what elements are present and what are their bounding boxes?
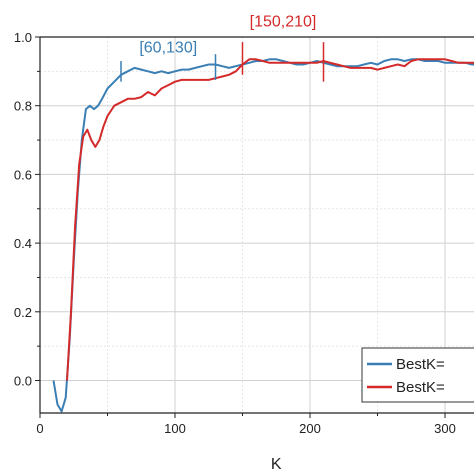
tick-labels: 0 100 200 300 0.0 0.2 0.4 0.6 0.8 1.0 <box>14 30 456 436</box>
annotation-label: [60,130] <box>139 39 197 56</box>
x-axis-label: K <box>271 456 282 473</box>
x-tick-label: 0 <box>36 421 43 436</box>
legend-label: BestK= <box>396 379 445 396</box>
x-tick-label: 100 <box>164 421 186 436</box>
series-lines <box>52 58 474 413</box>
legend-label: BestK= <box>396 356 445 373</box>
x-tick-label: 300 <box>434 421 456 436</box>
legend-box <box>361 347 474 403</box>
y-tick-label: 0.4 <box>14 236 32 251</box>
series-line-2 <box>66 58 474 381</box>
y-tick-label: 0.2 <box>14 305 32 320</box>
x-tick-label: 200 <box>299 421 321 436</box>
y-tick-label: 0.0 <box>14 374 32 389</box>
grid <box>40 37 474 413</box>
annotation-label: [150,210] <box>250 14 317 31</box>
y-tick-label: 0.6 <box>14 167 32 182</box>
series-line-1 <box>52 58 474 413</box>
y-tick-label: 1.0 <box>14 30 32 45</box>
axes <box>39 36 474 414</box>
y-tick-label: 0.8 <box>14 99 32 114</box>
range-annotations: [60,130] [150,210] <box>120 14 325 82</box>
legend: BestK= BestK= <box>361 347 474 403</box>
